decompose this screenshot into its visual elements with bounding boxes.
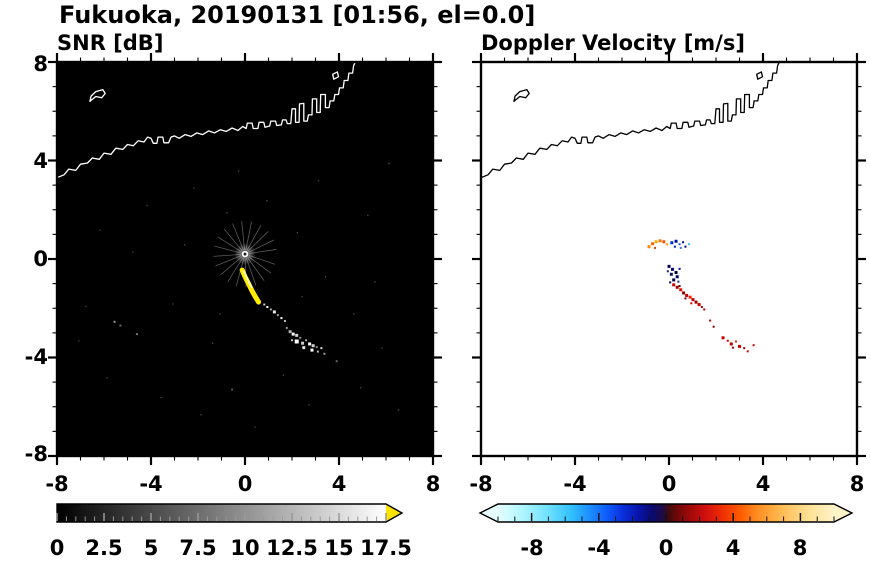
x-tick-label: 8 <box>849 472 865 496</box>
colorbar-tick-label: 0 <box>49 536 65 560</box>
colorbar-tick-label: 10 <box>230 536 260 560</box>
snr-panel-title: SNR [dB] <box>57 31 164 55</box>
x-tick-label: -8 <box>45 472 69 496</box>
snr-colorbar <box>56 503 404 523</box>
colorbar-tick-label: 4 <box>725 536 741 560</box>
colorbar-tick-label: -8 <box>520 536 544 560</box>
y-tick-label: 4 <box>33 149 48 173</box>
figure-title: Fukuoka, 20190131 [01:56, el=0.0] <box>59 1 536 29</box>
colorbar-tick-label: 5 <box>143 536 159 560</box>
y-tick-label: -4 <box>24 345 48 369</box>
colorbar-tick-label: 12.5 <box>266 536 318 560</box>
x-tick-label: -8 <box>469 472 493 496</box>
y-tick-label: 8 <box>33 52 48 76</box>
x-tick-label: 8 <box>425 472 441 496</box>
x-tick-label: 0 <box>661 472 677 496</box>
colorbar-tick-label: 15 <box>324 536 354 560</box>
x-tick-label: -4 <box>563 472 587 496</box>
colorbar-tick-label: 0 <box>658 536 674 560</box>
colorbar-tick-label: 17.5 <box>360 536 412 560</box>
doppler-colorbar <box>478 503 854 523</box>
x-tick-label: 4 <box>331 472 347 496</box>
colorbar-tick-label: 8 <box>792 536 808 560</box>
snr-plot <box>48 53 442 465</box>
y-tick-label: -8 <box>24 442 48 466</box>
x-tick-label: 4 <box>755 472 771 496</box>
doppler-plot <box>472 53 866 465</box>
y-tick-label: 0 <box>33 247 48 271</box>
colorbar-tick-label: 7.5 <box>179 536 217 560</box>
x-tick-label: -4 <box>139 472 163 496</box>
colorbar-tick-label: 2.5 <box>85 536 123 560</box>
colorbar-tick-label: -4 <box>587 536 611 560</box>
x-tick-label: 0 <box>237 472 253 496</box>
doppler-panel-title: Doppler Velocity [m/s] <box>481 31 745 55</box>
